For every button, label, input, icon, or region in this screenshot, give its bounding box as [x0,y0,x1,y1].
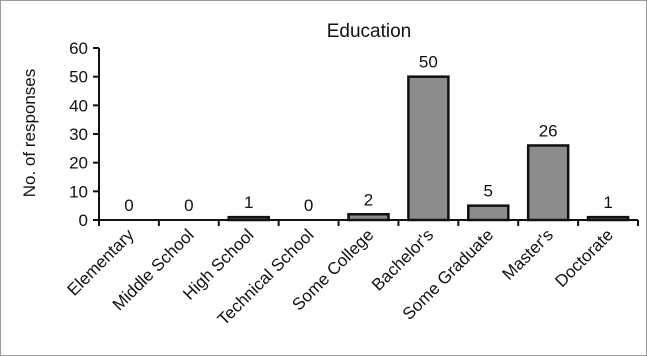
y-tick-label: 0 [79,211,88,230]
y-tick-label: 40 [69,96,88,115]
bar [467,204,510,222]
bar [347,213,390,222]
bar [407,75,450,222]
bar [526,144,570,222]
data-label: 2 [364,190,373,209]
category-label: Master's [499,225,557,283]
data-label: 0 [184,196,193,215]
data-label: 5 [484,182,493,201]
data-label: 50 [419,53,438,72]
y-tick-label: 50 [69,68,88,87]
data-label: 0 [124,196,133,215]
y-tick-label: 60 [69,39,88,58]
y-tick-label: 30 [69,125,88,144]
data-label: 1 [603,193,612,212]
y-tick-label: 20 [69,154,88,173]
bar [227,215,270,222]
chart-title: Education [327,21,412,42]
y-tick-label: 10 [69,182,88,201]
category-label: Doctorate [551,225,617,291]
y-ticks: 0 10 20 30 40 50 60 [69,39,99,230]
data-labels: 0 0 1 0 2 50 5 26 1 [124,53,613,215]
data-label: 1 [244,193,253,212]
y-axis-label: No. of responses [20,69,39,198]
data-label: 0 [304,196,313,215]
data-label: 26 [539,121,558,140]
bars [227,75,630,222]
bar [586,215,630,222]
